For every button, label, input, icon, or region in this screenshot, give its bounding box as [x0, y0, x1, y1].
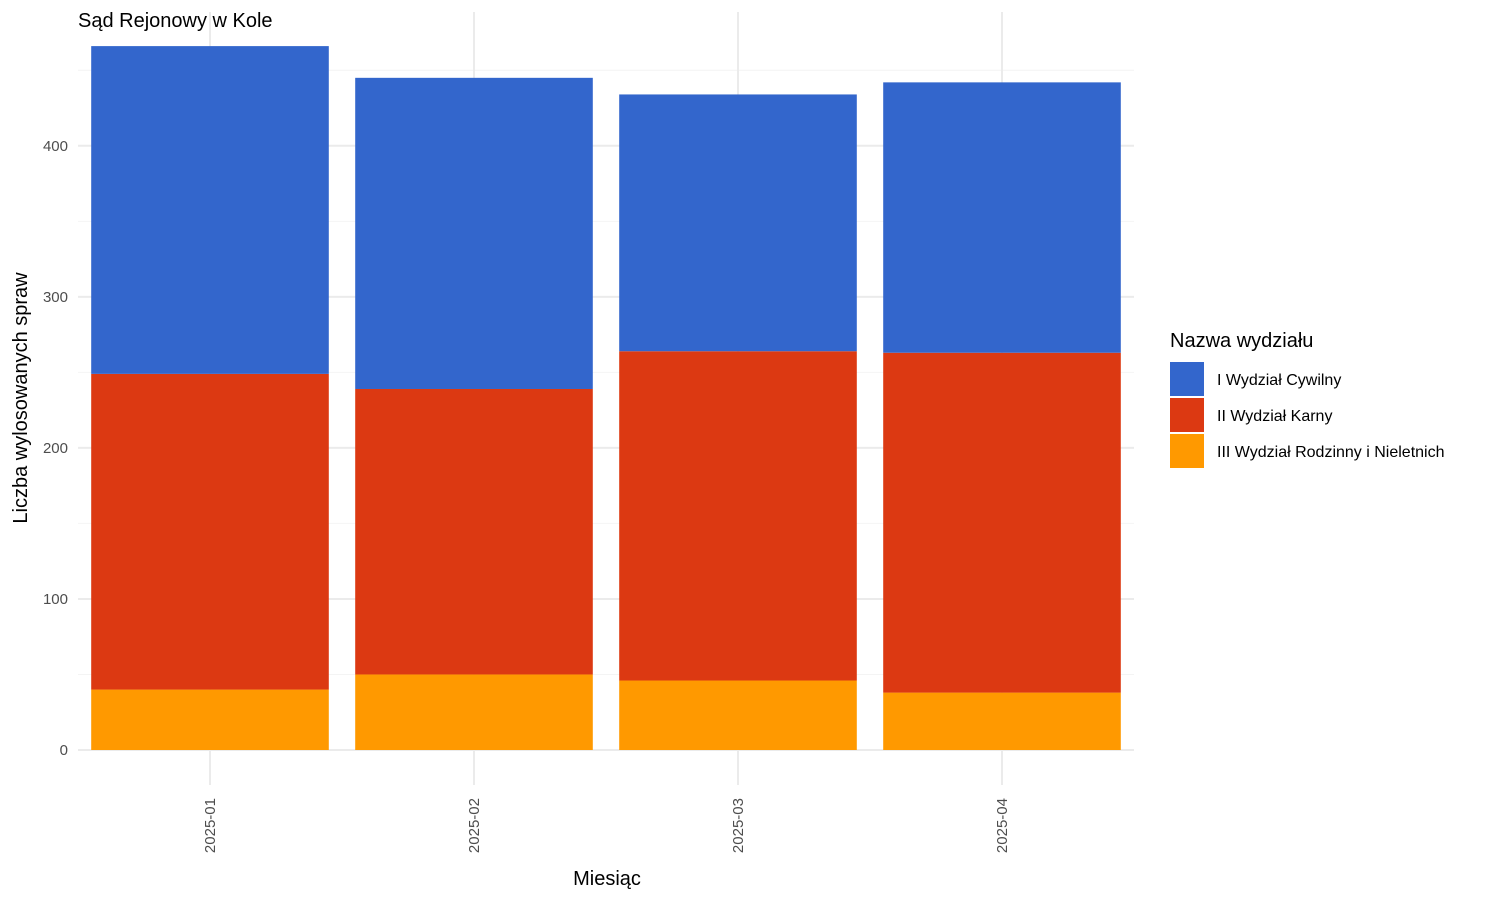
bar-segment: [91, 373, 329, 690]
legend-swatch: [1170, 434, 1204, 468]
y-tick-label: 200: [43, 440, 68, 457]
legend: Nazwa wydziału I Wydział Cywilny II Wydzi…: [1170, 330, 1445, 468]
legend-label: I Wydział Cywilny: [1217, 372, 1341, 389]
x-tick-label: 2025-01: [202, 798, 219, 853]
bar-segment: [883, 692, 1121, 750]
y-axis-title: Liczba wylosowanych spraw: [10, 272, 32, 524]
y-tick-label: 400: [43, 138, 68, 155]
legend-swatch: [1170, 362, 1204, 396]
bar-segment: [619, 351, 857, 681]
bar-segment: [355, 77, 593, 389]
x-tick-label: 2025-02: [466, 798, 483, 853]
y-tick-label: 0: [60, 742, 68, 759]
bar-segment: [883, 352, 1121, 693]
bar-segment: [355, 674, 593, 750]
bar-segment: [883, 82, 1121, 353]
bar-segment: [619, 680, 857, 750]
y-axis-ticks: 0 100 200 300 400: [43, 138, 68, 759]
bar-segment: [619, 94, 857, 352]
x-tick-label: 2025-03: [730, 798, 747, 853]
x-axis-ticks: 2025-01 2025-02 2025-03 2025-04: [202, 798, 1011, 853]
y-tick-label: 300: [43, 289, 68, 306]
legend-label: II Wydział Karny: [1217, 408, 1332, 425]
legend-swatch: [1170, 398, 1204, 432]
bar-segment: [91, 689, 329, 750]
chart-title: Sąd Rejonowy w Kole: [78, 10, 273, 32]
x-tick-label: 2025-04: [994, 798, 1011, 853]
y-tick-label: 100: [43, 591, 68, 608]
bars: [91, 46, 1121, 750]
legend-title: Nazwa wydziału: [1170, 330, 1313, 352]
bar-segment: [91, 46, 329, 374]
bar-segment: [355, 388, 593, 675]
legend-label: III Wydział Rodzinny i Nieletnich: [1217, 444, 1445, 461]
x-axis-title: Miesiąc: [573, 868, 641, 890]
